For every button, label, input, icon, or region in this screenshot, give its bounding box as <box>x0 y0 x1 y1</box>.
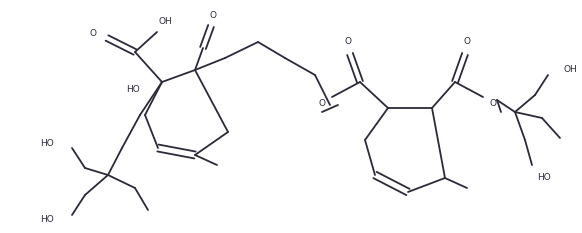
Text: O: O <box>210 11 217 21</box>
Text: O: O <box>463 38 470 47</box>
Text: HO: HO <box>40 138 54 147</box>
Text: OH: OH <box>158 17 172 27</box>
Text: O: O <box>318 99 325 109</box>
Text: O: O <box>345 38 352 47</box>
Text: HO: HO <box>126 86 140 95</box>
Text: O: O <box>489 99 496 109</box>
Text: O: O <box>90 30 97 38</box>
Text: HO: HO <box>40 216 54 225</box>
Text: HO: HO <box>537 172 551 182</box>
Text: OH: OH <box>563 65 577 75</box>
